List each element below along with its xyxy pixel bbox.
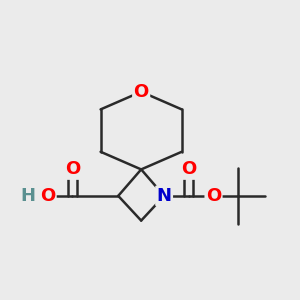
Text: H: H: [21, 187, 36, 205]
Text: O: O: [181, 160, 196, 178]
Text: O: O: [65, 160, 80, 178]
Text: O: O: [134, 83, 149, 101]
Text: O: O: [206, 187, 221, 205]
Text: O: O: [40, 187, 55, 205]
Text: N: N: [157, 187, 172, 205]
